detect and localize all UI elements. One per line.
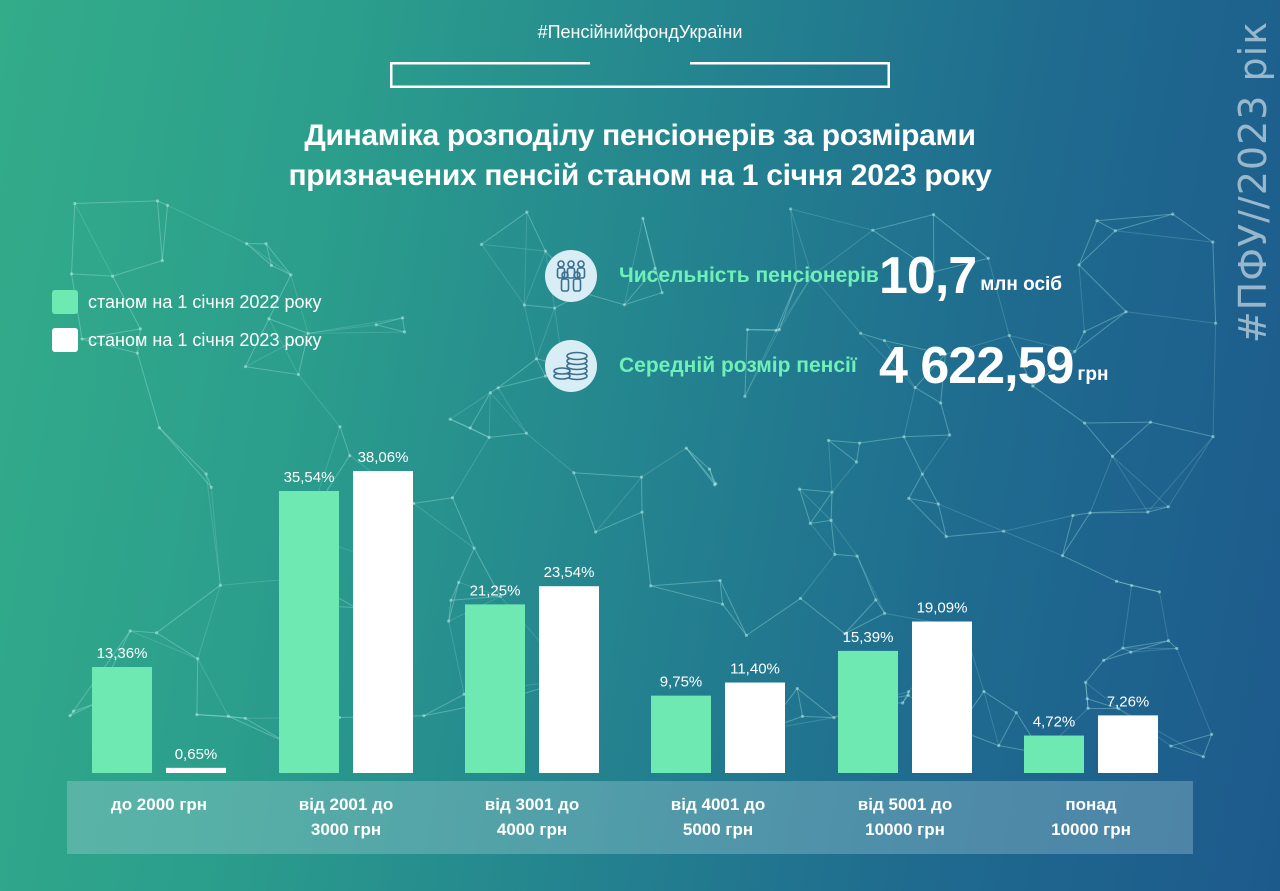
stat-label-average: Середній розмір пенсії (619, 354, 857, 377)
bar-2023-3 (725, 682, 785, 773)
category-label-0-0: до 2000 грн (111, 795, 207, 814)
people-group-icon (545, 250, 597, 302)
stat-value-average: 4 622,59 (879, 337, 1074, 395)
bar-2023-2 (539, 586, 599, 773)
hashtag: #ПенсійнийфондУкраїни (537, 22, 743, 42)
bar-2022-5 (1024, 735, 1084, 773)
legend-item-2023: станом на 1 січня 2023 року (52, 326, 322, 354)
bar-2023-0 (166, 767, 226, 773)
bar-2022-2 (465, 604, 525, 773)
category-label-2-0: від 3001 до (485, 795, 579, 814)
category-label-3-1: 5000 грн (683, 820, 753, 839)
data-label-2023-1: 38,06% (358, 449, 409, 466)
data-label-2023-3: 11,40% (730, 661, 780, 678)
category-label-3-0: від 4001 до (671, 795, 765, 814)
bar-2022-4 (838, 650, 898, 773)
stat-average-pension: Середній розмір пенсії 4 622,59 грн (545, 336, 1108, 396)
legend-swatch-2023 (52, 328, 78, 352)
category-label-1-1: 3000 грн (311, 820, 381, 839)
data-label-2023-5: 7,26% (1107, 693, 1150, 710)
bar-2022-1 (279, 490, 339, 773)
title-line-1: Динаміка розподілу пенсіонерів за розмір… (304, 119, 976, 152)
legend-label-2023: станом на 1 січня 2023 року (88, 329, 322, 350)
category-label-1-0: від 2001 до (299, 795, 393, 814)
data-label-2022-5: 4,72% (1033, 714, 1076, 731)
stat-pensioners-count: Чисельність пенсіонерів 10,7 млн осіб (545, 246, 1062, 306)
bar-2023-5 (1098, 715, 1158, 773)
data-label-2022-2: 21,25% (470, 582, 521, 599)
legend-swatch-2022 (52, 290, 78, 314)
data-label-2022-4: 15,39% (843, 629, 894, 646)
coins-icon (545, 340, 597, 392)
legend-item-2022: станом на 1 січня 2022 року (52, 288, 322, 316)
data-label-2023-4: 19,09% (917, 600, 968, 617)
stat-value-pensioners: 10,7 (879, 247, 977, 305)
data-label-2023-2: 23,54% (544, 564, 595, 581)
chart-legend: станом на 1 січня 2022 року станом на 1 … (52, 288, 322, 364)
category-label-5-0: понад (1065, 795, 1116, 814)
data-label-2022-0: 13,36% (97, 645, 148, 662)
category-band (67, 781, 1193, 854)
stat-unit-average: грн (1077, 364, 1109, 385)
bar-2023-1 (353, 471, 413, 773)
bar-2022-0 (92, 666, 152, 773)
data-label-2022-3: 9,75% (660, 674, 703, 691)
bar-2022-3 (651, 695, 711, 773)
stat-label-pensioners: Чисельність пенсіонерів (619, 264, 879, 287)
legend-label-2022: станом на 1 січня 2022 року (88, 291, 322, 312)
page-title: Динаміка розподілу пенсіонерів за розмір… (190, 116, 1090, 196)
category-label-4-0: від 5001 до (858, 795, 952, 814)
stat-unit-pensioners: млн осіб (980, 274, 1063, 295)
category-label-4-1: 10000 грн (865, 820, 945, 839)
category-label-2-1: 4000 грн (497, 820, 567, 839)
category-label-5-1: 10000 грн (1051, 820, 1131, 839)
data-label-2022-1: 35,54% (284, 469, 335, 486)
title-bracket-decoration (390, 62, 890, 88)
title-line-2: призначених пенсій станом на 1 січня 202… (288, 159, 992, 192)
data-label-2023-0: 0,65% (175, 746, 218, 763)
bar-2023-4 (912, 621, 972, 773)
